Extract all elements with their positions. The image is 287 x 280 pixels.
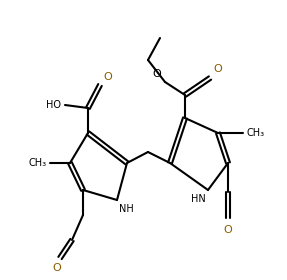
Text: O: O xyxy=(53,263,61,273)
Text: O: O xyxy=(213,64,222,74)
Text: O: O xyxy=(103,72,112,82)
Text: HN: HN xyxy=(191,194,206,204)
Text: HO: HO xyxy=(46,100,61,110)
Text: O: O xyxy=(224,225,232,235)
Text: CH₃: CH₃ xyxy=(246,128,264,138)
Text: CH₃: CH₃ xyxy=(29,158,47,168)
Text: NH: NH xyxy=(119,204,134,214)
Text: O: O xyxy=(152,69,161,79)
